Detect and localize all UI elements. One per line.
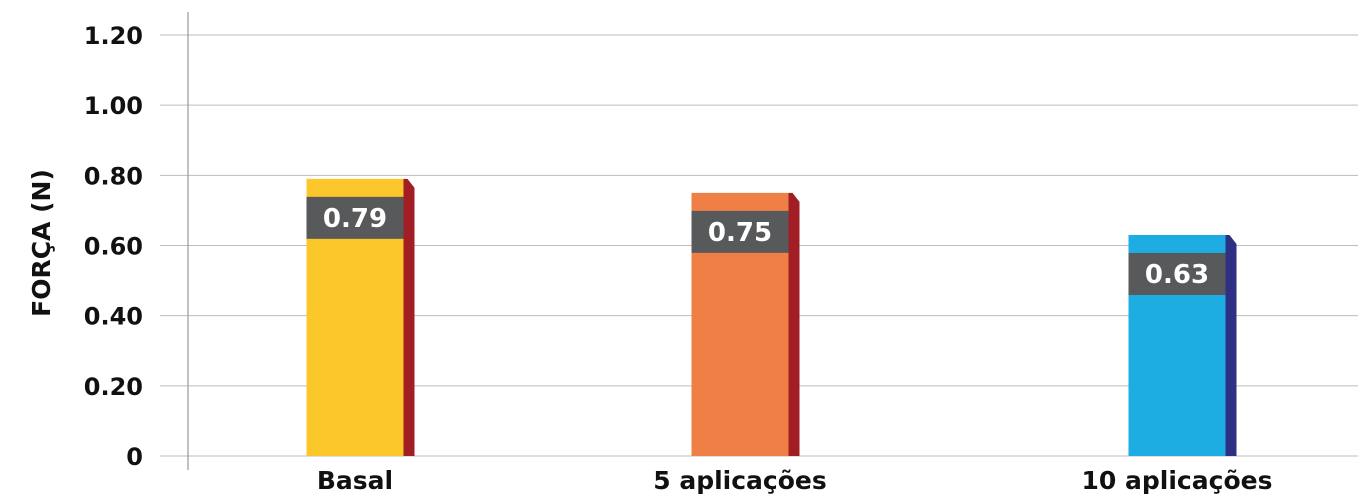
- bar-group: 0.75: [691, 192, 800, 456]
- y-tick-label: 0: [126, 443, 143, 471]
- bar-side: [403, 178, 415, 456]
- y-tick-label: 0.20: [84, 373, 143, 401]
- y-tick-label: 0.80: [84, 162, 143, 190]
- x-category-label: 5 aplicações: [653, 466, 827, 495]
- data-label-box: [306, 196, 404, 239]
- y-tick-label: 0.40: [84, 303, 143, 331]
- data-label-box: [691, 210, 789, 253]
- bars: 0.79 0.75 0.63: [306, 178, 1237, 456]
- y-tick-label: 1.20: [84, 22, 143, 50]
- x-axis-categories: Basal 5 aplicações 10 aplicações: [317, 466, 1273, 495]
- x-category-label: Basal: [317, 466, 393, 495]
- bar-group: 0.79: [306, 178, 415, 456]
- bar-side: [788, 192, 800, 456]
- bar-side: [1225, 234, 1237, 456]
- y-tick-label: 1.00: [84, 92, 143, 120]
- x-category-label: 10 aplicações: [1082, 466, 1273, 495]
- y-axis-ticks: 0 0.20 0.40 0.60 0.80 1.00 1.20: [84, 22, 143, 471]
- data-label: 0.75: [708, 218, 772, 248]
- y-axis-title: FORÇA (N): [27, 169, 56, 317]
- data-label: 0.63: [1145, 260, 1209, 290]
- data-label: 0.79: [323, 204, 387, 234]
- data-label-box: [1128, 252, 1226, 295]
- y-tick-label: 0.60: [84, 233, 143, 261]
- bar-group: 0.63: [1128, 234, 1237, 456]
